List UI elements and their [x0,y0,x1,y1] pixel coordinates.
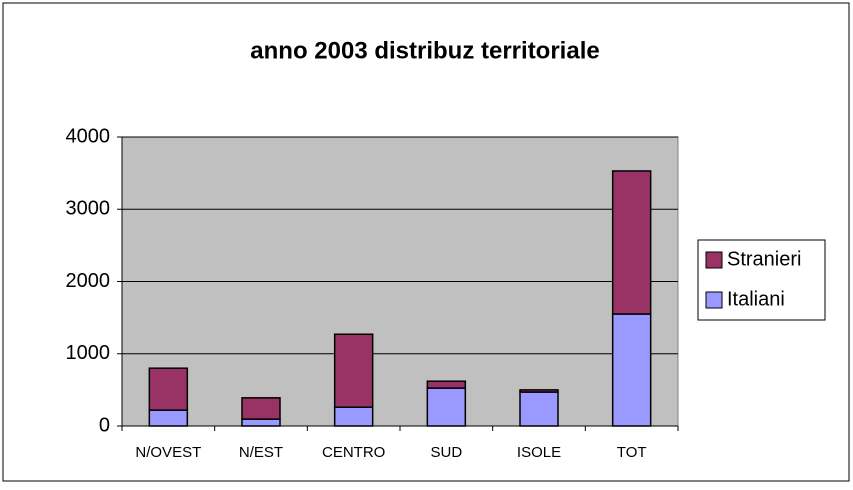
x-tick-label: N/OVEST [135,444,201,461]
bar-segment [426,380,467,389]
bar-segment [148,367,189,411]
x-tick-label: SUD [430,444,462,461]
bar-segment [611,313,652,427]
bar-segment [333,333,374,408]
y-tick-label: 4000 [66,125,111,147]
bar-segment [519,391,559,427]
chart-title: anno 2003 distribuz territoriale [250,37,599,64]
bar-segment [426,387,467,427]
legend-swatch [705,291,723,309]
bar-segment [241,397,281,420]
x-tick-label: ISOLE [517,444,561,461]
y-tick-label: 3000 [66,198,111,220]
legend-swatch [705,251,723,269]
bar-segment [333,406,374,427]
bar-segment [241,418,281,427]
bar-segment [519,389,559,393]
y-tick-label: 1000 [66,342,111,364]
legend-label: Stranieri [727,248,801,270]
x-tick-label: N/EST [239,444,283,461]
x-tick-label: CENTRO [322,444,385,461]
x-tick-label: TOT [617,444,647,461]
y-tick-label: 2000 [66,270,111,292]
y-tick-label: 0 [99,414,110,436]
bar-segment [148,409,189,427]
bar-segment [611,170,652,315]
legend-label: Italiani [727,288,785,310]
